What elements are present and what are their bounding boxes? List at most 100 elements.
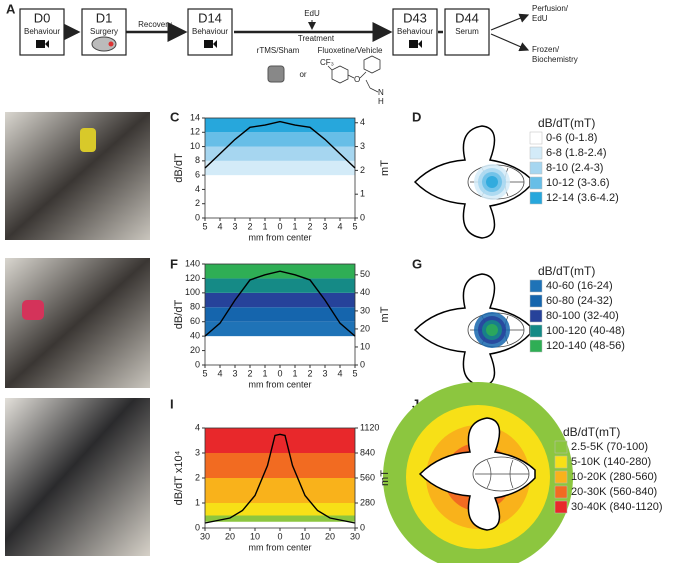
y2-tick-label: 50: [360, 269, 370, 279]
recovery-label: Recovery: [138, 20, 172, 29]
x-tick-label: 0: [277, 368, 282, 378]
y-tick-label: 4: [195, 184, 200, 194]
surgery-icon: [108, 41, 114, 47]
x-tick-label: 1: [292, 221, 297, 231]
y-axis-label: dB/dT: [173, 153, 185, 183]
step-day: D44: [455, 10, 479, 25]
x-tick-label: 5: [352, 368, 357, 378]
x-tick-label: 10: [250, 531, 260, 541]
outcome-label: Frozen/: [532, 45, 560, 54]
value-band: [205, 515, 355, 522]
legend-swatch: [529, 309, 543, 323]
x-tick-label: 2: [247, 221, 252, 231]
value-band: [205, 503, 355, 516]
photo: [5, 398, 150, 556]
legend-label: 6-8 (1.8-2.4): [546, 147, 607, 159]
value-band: [205, 292, 355, 308]
legend-swatch: [529, 146, 543, 160]
molecule: [327, 55, 381, 93]
y-tick-label: 10: [190, 141, 200, 151]
x-tick-label: 0: [277, 221, 282, 231]
y2-tick-label: 1120: [360, 422, 379, 432]
y2-tick-label: 840: [360, 447, 375, 457]
y2-tick-label: 30: [360, 305, 370, 315]
x-tick-label: 4: [217, 221, 222, 231]
brain-outline: [414, 125, 531, 239]
x-tick-label: 2: [307, 368, 312, 378]
y2-tick-label: 20: [360, 323, 370, 333]
legend-label: 12-14 (3.6-4.2): [546, 192, 619, 204]
data-line: [204, 120, 356, 169]
legend-swatch: [529, 191, 543, 205]
x-tick-label: 4: [217, 368, 222, 378]
x-tick-label: 5: [352, 221, 357, 231]
legend-label: 0-6 (0-1.8): [546, 132, 597, 144]
legend-label: 20-30K (560-840): [571, 486, 657, 498]
legend-label: 5-10K (140-280): [571, 456, 651, 468]
legend-title: dB/dT(mT): [538, 116, 595, 130]
legend-label: 40-60 (16-24): [546, 280, 613, 292]
legend-swatch: [529, 176, 543, 190]
y-tick-label: 80: [190, 302, 200, 312]
x-tick-label: 3: [322, 368, 327, 378]
y2-tick-label: 280: [360, 497, 375, 507]
x-tick-label: 4: [337, 368, 342, 378]
legend-swatch: [554, 485, 568, 499]
value-band: [205, 307, 355, 322]
x-tick-label: 3: [232, 368, 237, 378]
step-label: Serum: [455, 27, 479, 36]
y2-axis-label: mT: [379, 160, 391, 176]
molecule-label: N: [378, 88, 384, 97]
y-tick-label: 6: [195, 170, 200, 180]
step-label: Behaviour: [192, 27, 228, 36]
legend-swatch: [529, 279, 543, 293]
x-tick-label: 20: [325, 531, 335, 541]
data-line: [204, 270, 356, 337]
treatment-label: Treatment: [298, 34, 335, 43]
y-tick-label: 100: [185, 287, 200, 297]
legend-label: 60-80 (24-32): [546, 295, 613, 307]
outcome-label: Biochemistry: [532, 55, 578, 64]
legend-swatch: [554, 440, 568, 454]
step-day: D1: [96, 10, 113, 25]
value-band: [205, 160, 355, 176]
legend-label: 30-40K (840-1120): [571, 501, 663, 513]
drug-label: Fluoxetine/Vehicle: [318, 46, 383, 55]
y-axis-label: dB/dT x10⁴: [173, 450, 185, 505]
photo: [5, 112, 150, 240]
legend-label: 80-100 (32-40): [546, 310, 619, 322]
legend-swatch: [529, 339, 543, 353]
step-label: Behaviour: [397, 27, 433, 36]
x-axis-label: mm from center: [248, 379, 311, 389]
x-tick-label: 10: [300, 531, 310, 541]
y2-axis-label: mT: [379, 470, 391, 486]
legend-label: 10-20K (280-560): [571, 471, 657, 483]
or-label: or: [299, 70, 306, 79]
rtms-label: rTMS/Sham: [257, 46, 300, 55]
legend-swatch: [554, 470, 568, 484]
value-band: [205, 278, 355, 293]
legend-swatch: [554, 455, 568, 469]
y-tick-label: 12: [190, 127, 200, 137]
x-tick-label: 2: [247, 368, 252, 378]
y-tick-label: 2: [195, 198, 200, 208]
data-line: [204, 433, 356, 524]
legend-title: dB/dT(mT): [538, 264, 595, 278]
y-tick-label: 0: [195, 359, 200, 369]
y-tick-label: 120: [185, 273, 200, 283]
x-axis-label: mm from center: [248, 232, 311, 242]
legend-label: 2.5-5K (70-100): [571, 441, 648, 453]
x-tick-label: 2: [307, 221, 312, 231]
y-tick-label: 3: [195, 447, 200, 457]
panel-label: D: [412, 109, 421, 124]
step-day: D14: [198, 10, 222, 25]
coil-icon: [267, 65, 285, 83]
y-axis-label: dB/dT: [173, 300, 185, 330]
y-tick-label: 1: [195, 497, 200, 507]
y2-tick-label: 0: [360, 522, 365, 532]
x-tick-label: 4: [337, 221, 342, 231]
y2-tick-label: 2: [360, 165, 365, 175]
y-tick-label: 20: [190, 345, 200, 355]
y2-tick-label: 0: [360, 359, 365, 369]
value-band: [205, 428, 355, 453]
